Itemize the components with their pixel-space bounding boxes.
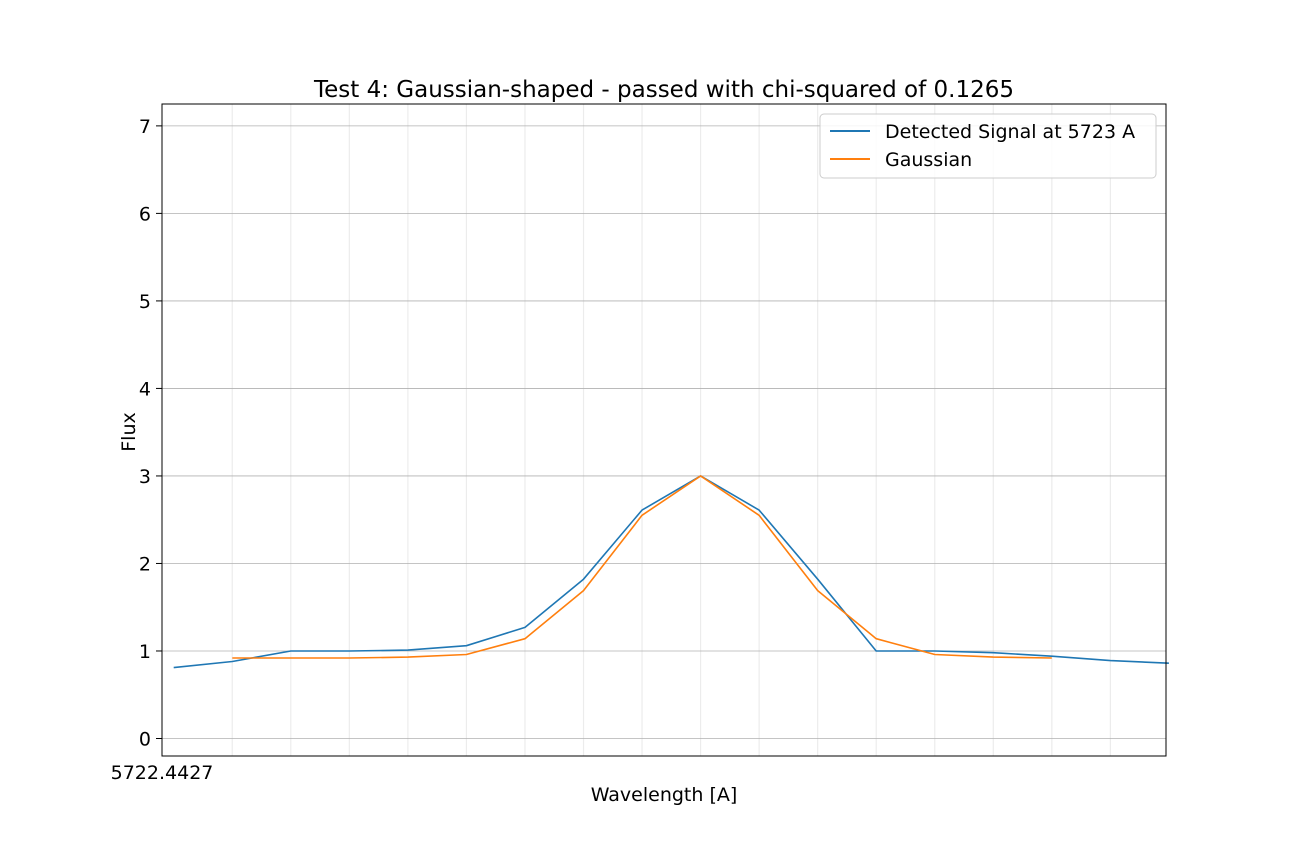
y-tick-label-7: 7 [139, 116, 151, 138]
legend-box [819, 113, 1157, 179]
x-tick-label-0: 5722.4427 [111, 762, 214, 784]
series-layer [173, 475, 1169, 669]
y-tick-label-3: 3 [139, 466, 151, 488]
chart-title: Test 4: Gaussian-shaped - passed with ch… [313, 77, 1014, 103]
y-tick-label-0: 0 [139, 728, 151, 750]
x-axis-label: Wavelength [A] [591, 784, 738, 806]
y-tick-label-4: 4 [139, 378, 151, 400]
y-tick-label-5: 5 [139, 291, 151, 313]
plot-frame [161, 103, 1167, 757]
grid-layer [162, 104, 1166, 756]
y-tick-label-1: 1 [139, 641, 151, 663]
tick-layer: 0 1 2 3 4 5 6 7 5722.4427 [111, 116, 214, 784]
y-tick-label-6: 6 [139, 203, 151, 225]
series-line-detected-signal [173, 475, 1169, 669]
legend: Detected Signal at 5723 A Gaussian [819, 113, 1157, 179]
legend-label-gaussian: Gaussian [885, 149, 972, 171]
series-line-gaussian [232, 475, 1052, 659]
legend-label-detected-signal: Detected Signal at 5723 A [885, 121, 1135, 143]
y-axis-label: Flux [118, 412, 140, 452]
y-tick-label-2: 2 [139, 553, 151, 575]
